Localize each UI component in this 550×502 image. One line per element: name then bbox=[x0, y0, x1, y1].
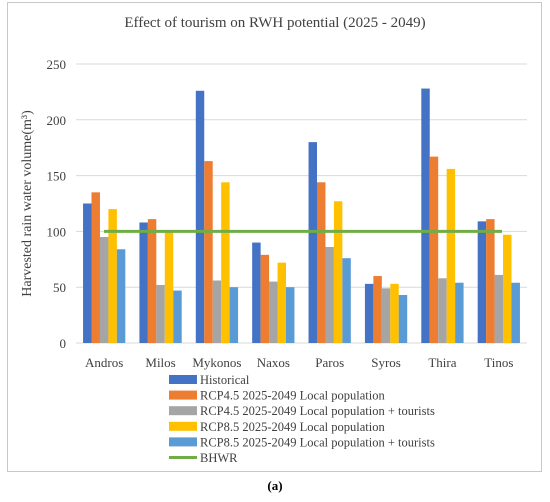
x-tick-label: Milos bbox=[145, 355, 175, 370]
bar-thira-series-4 bbox=[446, 168, 456, 343]
chart-title: Effect of tourism on RWH potential (2025… bbox=[124, 15, 425, 31]
x-tick-label: Naxos bbox=[257, 355, 290, 370]
bar-andros-series-2 bbox=[91, 192, 100, 343]
bar-andros-series-1 bbox=[83, 203, 92, 343]
legend-swatch bbox=[169, 375, 197, 384]
bar-andros-series-3 bbox=[99, 236, 109, 343]
legend-label: Historical bbox=[200, 373, 250, 387]
bar-syros-series-4 bbox=[390, 283, 399, 343]
bar-milos-series-1 bbox=[139, 222, 148, 343]
bar-syros-series-1 bbox=[364, 283, 374, 343]
bar-paros-series-4 bbox=[333, 201, 343, 343]
figure-caption: (a) bbox=[267, 478, 283, 493]
y-tick-label: 150 bbox=[47, 169, 67, 184]
x-tick-label: Paros bbox=[315, 355, 344, 370]
y-axis-label: Harvested rain water volume(m³) bbox=[20, 110, 35, 297]
bar-paros-series-3 bbox=[325, 247, 334, 343]
bar-paros-series-2 bbox=[317, 182, 326, 343]
bar-naxos-series-4 bbox=[277, 262, 286, 343]
legend-swatch bbox=[169, 406, 197, 416]
legend-swatch bbox=[169, 390, 197, 400]
bar-naxos-series-1 bbox=[252, 242, 261, 343]
bar-naxos-series-5 bbox=[285, 287, 295, 343]
bar-tinos-series-2 bbox=[486, 219, 495, 343]
bar-milos-series-5 bbox=[173, 290, 182, 343]
x-tick-label: Mykonos bbox=[192, 355, 241, 370]
y-tick-label: 50 bbox=[53, 280, 66, 295]
bar-andros-series-4 bbox=[108, 209, 117, 343]
y-tick-label: 100 bbox=[47, 224, 67, 239]
bar-thira-series-2 bbox=[429, 156, 439, 343]
x-tick-label: Syros bbox=[371, 355, 401, 370]
bar-tinos-series-3 bbox=[494, 274, 504, 343]
y-tick-label: 0 bbox=[60, 336, 67, 351]
bar-mykonos-series-4 bbox=[221, 182, 230, 343]
bar-syros-series-2 bbox=[373, 276, 382, 343]
x-tick-label: Tinos bbox=[484, 355, 513, 370]
bar-syros-series-5 bbox=[398, 295, 408, 343]
bar-milos-series-2 bbox=[147, 219, 157, 343]
bar-mykonos-series-1 bbox=[195, 90, 205, 343]
bars bbox=[83, 88, 520, 343]
bar-thira-series-3 bbox=[438, 278, 447, 343]
bar-tinos-series-5 bbox=[511, 282, 520, 343]
y-axis-ticks: 0 50 100 150 200 250 bbox=[47, 57, 67, 351]
legend-swatch bbox=[169, 421, 197, 431]
legend-label: RCP8.5 2025-2049 Local population + tour… bbox=[200, 435, 435, 449]
bar-thira-series-1 bbox=[421, 88, 430, 343]
bar-mykonos-series-3 bbox=[212, 280, 222, 343]
x-axis-ticks: Andros Milos Mykonos Naxos Paros Syros Thira Ti… bbox=[85, 355, 513, 370]
bar-naxos-series-3 bbox=[269, 281, 278, 343]
legend: Historical RCP4.5 2025-2049 Local populat… bbox=[169, 373, 435, 465]
bar-tinos-series-4 bbox=[503, 234, 512, 343]
bar-milos-series-3 bbox=[156, 284, 165, 343]
legend-label: RCP4.5 2025-2049 Local population + tour… bbox=[200, 404, 435, 418]
bar-mykonos-series-5 bbox=[229, 287, 239, 343]
x-tick-label: Andros bbox=[85, 355, 123, 370]
bar-tinos-series-1 bbox=[477, 221, 487, 343]
y-tick-label: 250 bbox=[47, 57, 67, 72]
bar-mykonos-series-2 bbox=[204, 161, 213, 343]
x-tick-label: Thira bbox=[428, 355, 456, 370]
legend-label: BHWR bbox=[200, 451, 238, 465]
legend-label: RCP8.5 2025-2049 Local population bbox=[200, 420, 385, 434]
y-tick-label: 200 bbox=[47, 113, 67, 128]
bar-andros-series-5 bbox=[116, 249, 126, 343]
legend-label: RCP4.5 2025-2049 Local population bbox=[200, 389, 385, 403]
legend-swatch bbox=[169, 437, 197, 447]
bar-paros-series-1 bbox=[308, 142, 318, 343]
bar-paros-series-5 bbox=[342, 258, 351, 343]
bar-syros-series-3 bbox=[381, 288, 391, 343]
bar-thira-series-5 bbox=[455, 282, 464, 343]
bar-milos-series-4 bbox=[164, 230, 174, 343]
bar-naxos-series-2 bbox=[260, 254, 270, 343]
